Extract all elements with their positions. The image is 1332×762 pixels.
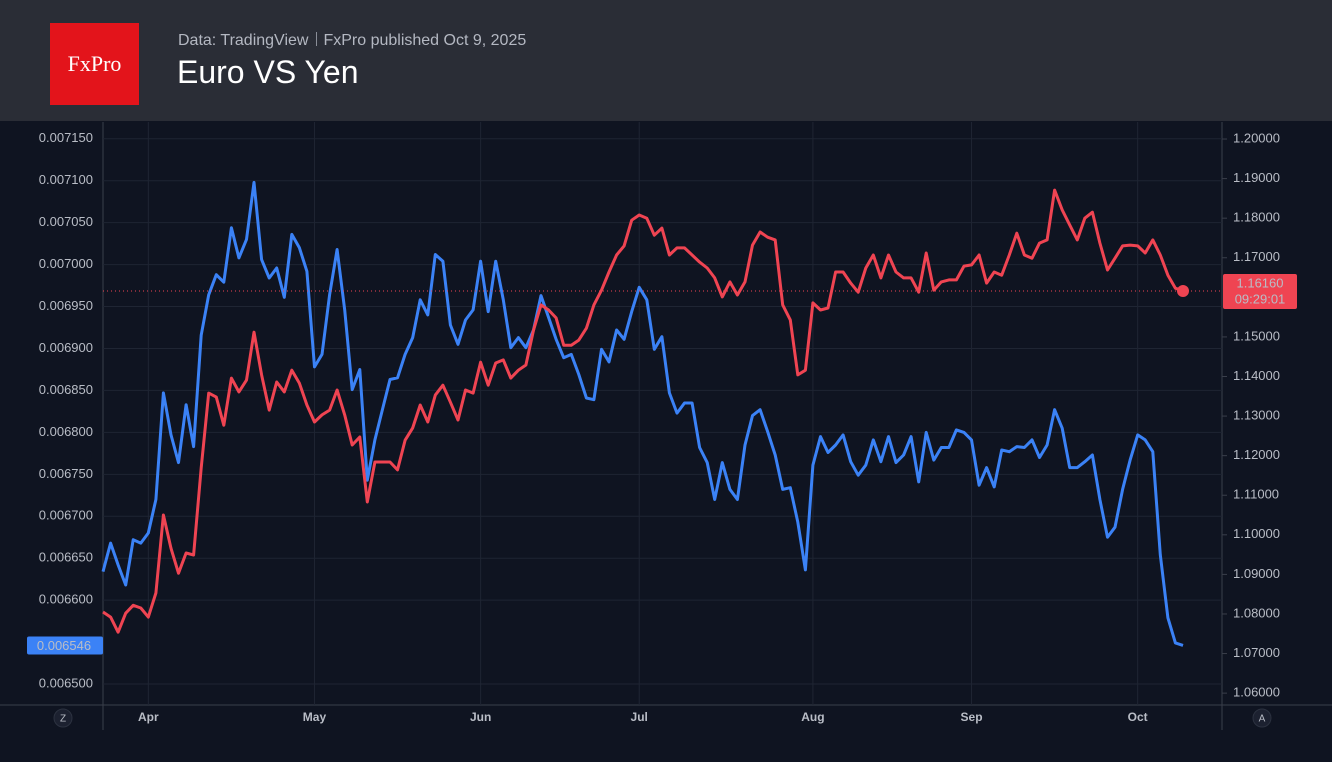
price-label: 0.006546 xyxy=(37,638,91,653)
y2-tick-label: 1.08000 xyxy=(1233,605,1280,620)
header: FxPro Data: TradingView FxPro published O… xyxy=(0,0,1332,121)
x-tick-label: Sep xyxy=(961,710,983,724)
subtitle: Data: TradingView FxPro published Oct 9, … xyxy=(178,32,526,50)
chart-title: Euro VS Yen xyxy=(177,54,359,90)
x-tick-label: Jul xyxy=(631,710,648,724)
countdown: 09:29:01 xyxy=(1235,291,1286,306)
x-tick-label: Oct xyxy=(1128,710,1148,724)
y2-tick-label: 1.10000 xyxy=(1233,526,1280,541)
y2-tick-label: 1.15000 xyxy=(1233,328,1280,343)
y-tick-label: 0.006950 xyxy=(39,298,93,313)
last-point xyxy=(1177,285,1189,298)
x-tick-label: Apr xyxy=(138,710,159,724)
y-tick-label: 0.006650 xyxy=(39,550,93,565)
y-tick-label: 0.006700 xyxy=(39,508,93,523)
y-tick-label: 0.007000 xyxy=(39,256,93,271)
axis-button-label[interactable]: Z xyxy=(60,714,66,725)
y-tick-label: 0.006800 xyxy=(39,424,93,439)
x-tick-label: Jun xyxy=(470,710,491,724)
y-tick-label: 0.006500 xyxy=(39,675,93,690)
x-tick-label: Aug xyxy=(801,710,824,724)
y2-tick-label: 1.13000 xyxy=(1233,408,1280,423)
series-line xyxy=(102,188,1184,634)
price-tag xyxy=(1223,274,1297,310)
logo: FxPro xyxy=(50,23,139,105)
y2-tick-label: 1.06000 xyxy=(1233,685,1280,700)
y-tick-label: 0.007100 xyxy=(39,172,93,187)
axis-button-label[interactable]: A xyxy=(1259,714,1266,725)
y2-tick-label: 1.20000 xyxy=(1233,130,1280,145)
y2-tick-label: 1.11000 xyxy=(1233,487,1279,502)
axis-button[interactable] xyxy=(53,708,73,728)
y2-tick-label: 1.07000 xyxy=(1233,645,1280,660)
y2-tick-label: 1.09000 xyxy=(1233,566,1280,581)
series-line xyxy=(101,180,1184,647)
source: Data: TradingView xyxy=(178,32,309,49)
published: FxPro published Oct 9, 2025 xyxy=(323,32,527,49)
y2-tick-label: 1.19000 xyxy=(1233,170,1280,185)
y2-tick-label: 1.17000 xyxy=(1233,249,1280,264)
y2-tick-label: 1.12000 xyxy=(1233,447,1280,462)
y-tick-label: 0.006900 xyxy=(39,340,93,355)
axis-button[interactable] xyxy=(1252,708,1272,728)
y-tick-label: 0.006600 xyxy=(39,592,93,607)
y-tick-label: 0.007150 xyxy=(39,130,93,145)
y2-tick-label: 1.18000 xyxy=(1233,210,1280,225)
y-tick-label: 0.007050 xyxy=(39,214,93,229)
y-tick-label: 0.006850 xyxy=(39,382,93,397)
price-tag xyxy=(27,636,103,655)
x-tick-label: May xyxy=(303,710,327,724)
price-label: 1.16160 xyxy=(1237,275,1284,290)
y2-tick-label: 1.14000 xyxy=(1233,368,1280,383)
separator xyxy=(316,32,318,46)
y-tick-label: 0.006750 xyxy=(39,466,93,481)
